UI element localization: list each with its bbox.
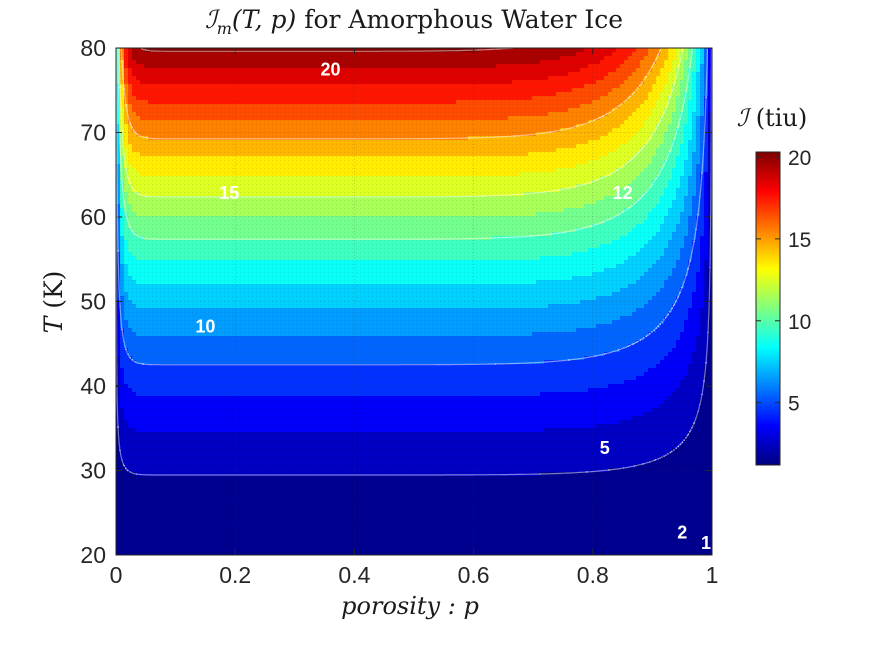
chart-root: 20 15 12 10 5 2 1 0 0.2 0.4 0.6 0.8 1 20 30 40 50 60 70 80… [39,5,811,620]
